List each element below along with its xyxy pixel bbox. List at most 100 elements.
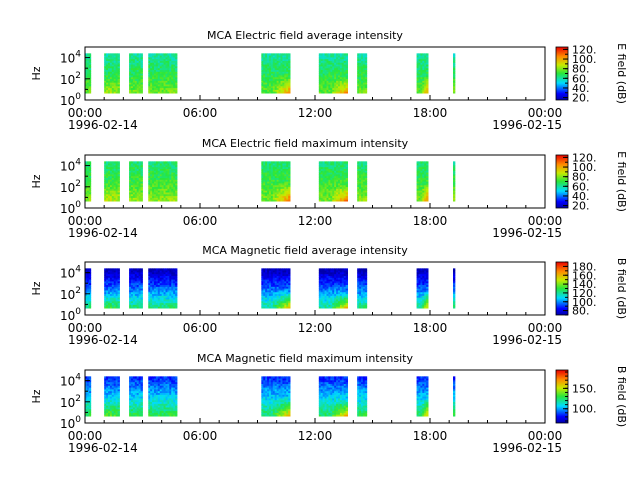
spectrogram-cell: [332, 282, 335, 286]
spectrogram-cell: [276, 172, 279, 175]
spectrogram-cell: [288, 184, 291, 188]
spectrogram-cell: [418, 300, 421, 304]
spectrogram-cell: [334, 175, 337, 179]
spectrogram-cell: [326, 306, 329, 309]
spectrogram-cell: [129, 168, 132, 171]
spectrogram-cell: [109, 69, 113, 72]
spectrogram-cell: [364, 295, 368, 298]
spectrogram-cell: [88, 284, 92, 287]
spectrogram-cell: [274, 197, 278, 200]
spectrogram-cell: [338, 299, 341, 302]
spectrogram-cell: [167, 293, 170, 296]
spectrogram-cell: [165, 181, 168, 184]
spectrogram-cell: [169, 195, 172, 198]
spectrogram-cell: [140, 288, 143, 291]
spectrogram-cell: [138, 181, 141, 184]
spectrogram-cell: [109, 170, 113, 173]
spectrogram-cell: [159, 273, 163, 276]
spectrogram-cell: [280, 183, 283, 186]
spectrogram-cell: [85, 89, 88, 92]
spectrogram-cell: [155, 177, 159, 180]
spectrogram-cell: [129, 284, 132, 287]
spectrogram-cell: [171, 175, 174, 179]
spectrogram-cell: [169, 64, 172, 67]
spectrogram-cell: [276, 55, 279, 58]
spectrogram-cell: [113, 197, 117, 200]
spectrogram-cell: [136, 273, 140, 276]
spectrogram-cell: [418, 64, 421, 67]
spectrogram-cell: [341, 62, 345, 65]
spectrogram-cell: [280, 82, 283, 85]
spectrogram-cell: [165, 288, 168, 291]
spectrogram-cell: [136, 286, 140, 289]
spectrogram-cell: [104, 89, 107, 92]
spectrogram-cell: [163, 71, 166, 74]
spectrogram-cell: [278, 306, 281, 309]
spectrogram-cell: [345, 273, 348, 276]
spectrogram-cell: [336, 295, 339, 298]
spectrogram-cell: [364, 282, 368, 286]
spectrogram-cell: [106, 80, 109, 83]
spectrogram-cell: [332, 186, 335, 189]
spectrogram-cell: [165, 87, 168, 90]
spectrogram-cell: [278, 170, 281, 173]
spectrogram-cell: [140, 183, 143, 186]
spectrogram-cell: [288, 161, 291, 164]
spectrogram-cell: [163, 82, 166, 85]
spectrogram-cell: [339, 71, 343, 74]
spectrogram-cell: [288, 284, 291, 287]
spectrogram-cell: [154, 268, 157, 271]
spectrogram-cell: [334, 172, 337, 175]
spectrogram-cell: [157, 66, 161, 69]
spectrogram-cell: [161, 277, 164, 280]
spectrogram-cell: [111, 177, 115, 180]
spectrogram-cell: [328, 273, 331, 276]
spectrogram-cell: [163, 290, 166, 293]
spectrogram-cell: [152, 279, 155, 282]
spectrogram-cell: [155, 69, 159, 72]
spectrogram-cell: [364, 290, 368, 293]
spectrogram-cell: [364, 268, 368, 271]
spectrogram-cell: [113, 275, 117, 278]
spectrogram-cell: [131, 197, 134, 200]
spectrogram-cell: [138, 174, 141, 177]
spectrogram-cell: [263, 82, 266, 85]
spectrogram-cell: [265, 166, 268, 169]
spectrogram-cell: [276, 66, 279, 69]
spectrogram-cell: [330, 181, 333, 184]
spectrogram-cell: [322, 197, 325, 200]
spectrogram-cell: [420, 304, 423, 307]
spectrogram-cell: [136, 295, 140, 298]
spectrogram-cell: [416, 304, 419, 307]
spectrogram-cell: [106, 295, 109, 298]
spectrogram-cell: [288, 170, 291, 173]
spectrogram-cell: [272, 71, 276, 74]
spectrogram-cell: [86, 174, 90, 177]
spectrogram-cell: [171, 288, 174, 291]
spectrogram-cell: [280, 85, 283, 89]
spectrogram-cell: [117, 291, 120, 295]
spectrogram-cell: [269, 199, 272, 202]
spectrogram-cell: [157, 281, 161, 284]
spectrogram-cell: [261, 299, 264, 302]
spectrogram-cell: [286, 186, 289, 189]
spectrogram-cell: [169, 184, 172, 188]
spectrogram-cell: [155, 282, 159, 286]
spectrogram-cell: [261, 304, 264, 307]
spectrogram-cell: [138, 69, 141, 72]
spectrogram-cell: [171, 279, 174, 282]
spectrogram-cell: [341, 295, 345, 298]
spectrogram-cell: [155, 76, 159, 80]
spectrogram-cell: [169, 306, 172, 309]
spectrogram-cell: [422, 62, 425, 65]
spectrogram-cell: [173, 186, 176, 189]
spectrogram-cell: [131, 291, 134, 295]
spectrogram-cell: [418, 58, 421, 61]
spectrogram-cell: [85, 64, 88, 67]
spectrogram-cell: [345, 281, 348, 284]
spectrogram-cell: [155, 73, 159, 76]
spectrogram-cell: [359, 195, 362, 198]
spectrogram-cell: [175, 188, 178, 191]
spectrogram-cell: [161, 186, 164, 189]
spectrogram-cell: [341, 69, 345, 72]
